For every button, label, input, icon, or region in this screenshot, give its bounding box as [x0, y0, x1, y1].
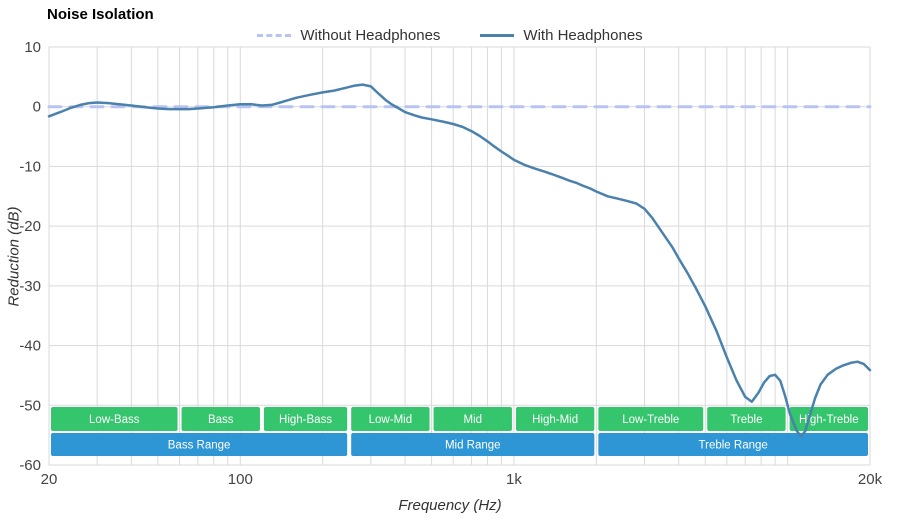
x-tick-label: 20 [41, 471, 58, 488]
y-tick-label: -60 [19, 457, 41, 474]
legend-label: With Headphones [523, 27, 643, 44]
y-tick-label: -30 [19, 278, 41, 295]
band-label: High-Bass [279, 414, 332, 426]
band-label: Low-Bass [89, 414, 140, 426]
band-low-mid [351, 407, 430, 431]
legend: Without Headphones With Headphones [0, 27, 900, 44]
band-treble-range [598, 433, 868, 456]
legend-item-with-headphones[interactable]: With Headphones [480, 27, 643, 44]
band-high-mid [515, 407, 595, 431]
y-tick-label: -50 [19, 397, 41, 414]
x-tick-label: 20k [858, 471, 883, 488]
band-low-bass [51, 407, 178, 431]
band-label: Mid [463, 414, 482, 426]
series-line-with-headphones [47, 83, 872, 438]
band-bass [181, 407, 260, 431]
x-tick-label: 1k [506, 471, 522, 488]
x-axis-label: Frequency (Hz) [398, 497, 502, 514]
y-tick-label: -40 [19, 338, 41, 355]
band-treble [707, 407, 786, 431]
legend-label: Without Headphones [300, 27, 441, 44]
band-label: Treble Range [699, 440, 768, 452]
chart-title: Noise Isolation [47, 6, 154, 23]
band-mid [433, 407, 512, 431]
band-low-treble [598, 407, 704, 431]
band-mid-range [351, 433, 595, 456]
band-label: Bass Range [168, 440, 231, 452]
y-axis-label: Reduction (dB) [5, 206, 23, 307]
band-label: Bass [208, 414, 234, 426]
band-label: Mid Range [445, 440, 501, 452]
band-bass-range [51, 433, 348, 456]
band-label: Low-Mid [369, 414, 412, 426]
y-tick-label: 10 [24, 39, 41, 56]
band-high-bass [263, 407, 348, 431]
band-high-treble [789, 407, 868, 431]
y-tick-label: 0 [33, 99, 41, 116]
band-label: High-Treble [799, 414, 859, 426]
dashed-line-swatch-icon [257, 34, 292, 37]
x-tick-label: 100 [228, 471, 253, 488]
band-label: Low-Treble [622, 414, 679, 426]
y-tick-label: -20 [19, 218, 41, 235]
band-label: Treble [730, 414, 762, 426]
band-label: High-Mid [532, 414, 578, 426]
legend-item-without-headphones[interactable]: Without Headphones [257, 27, 440, 44]
y-tick-label: -10 [19, 158, 41, 175]
solid-line-swatch-icon [480, 34, 515, 37]
